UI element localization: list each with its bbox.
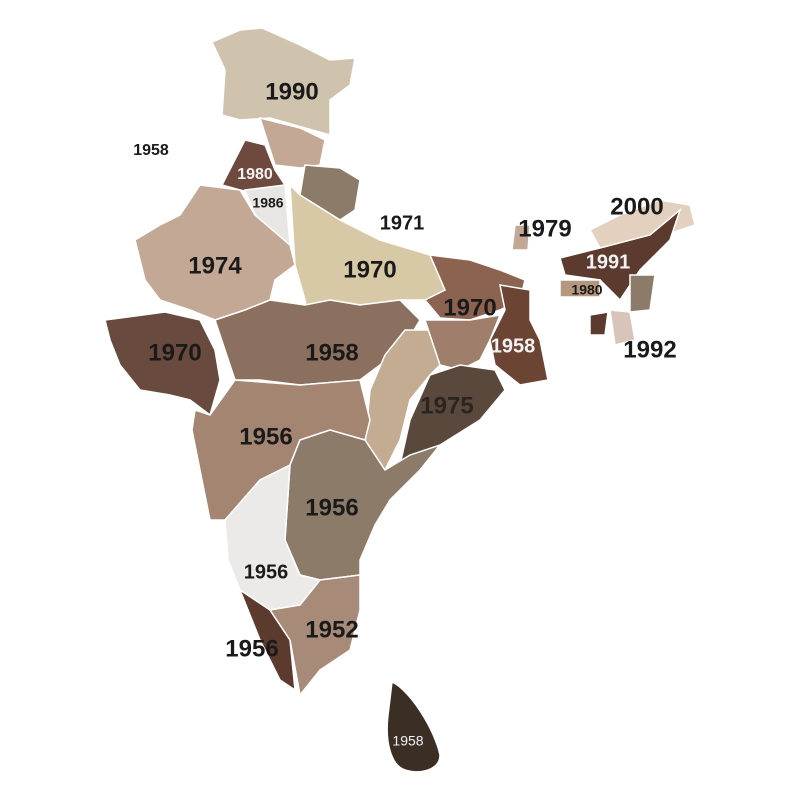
regions [104, 27, 696, 773]
region [104, 311, 221, 417]
region-label: 1991 [586, 251, 631, 273]
region-label: 1956 [239, 423, 292, 450]
region [423, 314, 502, 371]
labels: 1990 1958 1980 1986 1971 1970 1974 1979 … [133, 78, 676, 748]
region-label: 1970 [148, 339, 201, 366]
region [559, 279, 601, 298]
region-label: 1980 [571, 282, 602, 298]
region-label: 1971 [380, 212, 425, 234]
region-label: 1958 [133, 142, 169, 159]
region [268, 574, 361, 697]
region-label: 1956 [244, 561, 289, 583]
region-label: 1979 [518, 215, 571, 242]
region-label: 1980 [237, 166, 273, 183]
region-label: 1975 [420, 392, 473, 419]
region-label: 1970 [343, 256, 396, 283]
region [511, 224, 531, 251]
region-label: 1958 [305, 339, 358, 366]
region [489, 284, 549, 386]
region-label: 1958 [392, 733, 423, 749]
region-label: 1970 [443, 294, 496, 321]
region-label: 1990 [265, 78, 318, 105]
region [559, 207, 682, 302]
region [386, 680, 441, 773]
region [210, 27, 356, 136]
region-label: 1986 [252, 195, 283, 211]
region-label: 1992 [623, 336, 676, 363]
region [629, 274, 656, 313]
region-label: 2000 [610, 193, 663, 220]
region [423, 254, 526, 321]
region [258, 116, 326, 169]
region-label: 1956 [225, 635, 278, 662]
region-label: 1952 [305, 616, 358, 643]
region-label: 1974 [188, 252, 242, 279]
region [589, 311, 609, 336]
region [609, 309, 636, 346]
region-label: 1956 [305, 494, 358, 521]
region-label: 1958 [491, 335, 536, 357]
region [398, 364, 506, 467]
